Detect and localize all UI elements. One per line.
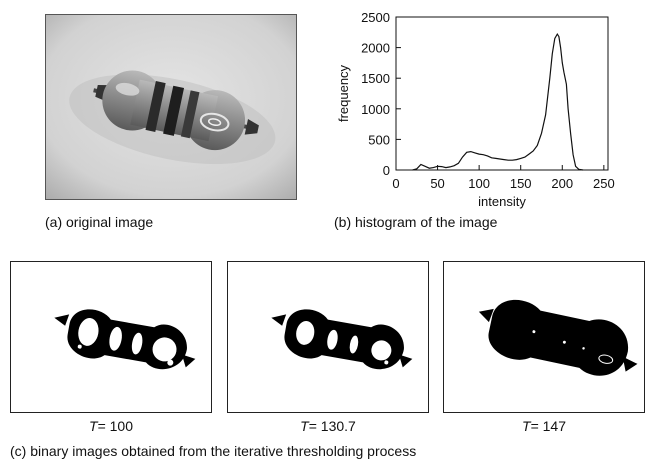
y-axis-label: frequency (336, 64, 351, 122)
x-tick-label: 150 (510, 176, 532, 191)
x-tick-label: 100 (468, 176, 490, 191)
binary-image-t130 (227, 261, 429, 413)
plot-frame (395, 16, 609, 171)
y-tick-label: 1000 (361, 102, 390, 117)
threshold-value-3: = 147 (530, 418, 566, 434)
caption-a: (a) original image (45, 214, 154, 230)
y-tick-label: 1500 (361, 71, 390, 86)
x-tick-label: 0 (392, 176, 399, 191)
resistor-photo (46, 15, 296, 199)
threshold-var-2: T (300, 418, 309, 434)
threshold-label-2: T= 130.7 (227, 418, 429, 434)
binary-image-t147 (443, 261, 645, 413)
threshold-value-2: = 130.7 (308, 418, 356, 434)
binary-image-t130-shape (271, 309, 413, 370)
histogram-axes (395, 16, 609, 171)
y-tick-label: 2000 (361, 41, 390, 56)
x-axis-label: intensity (478, 194, 526, 209)
original-image (45, 14, 297, 200)
y-tick-label: 0 (383, 163, 390, 178)
y-tick-label: 2500 (361, 10, 390, 25)
binary-image-t147-shape (478, 299, 638, 376)
threshold-value-1: = 100 (97, 418, 133, 434)
x-tick-label: 250 (593, 176, 615, 191)
x-tick-label: 50 (430, 176, 444, 191)
histogram-series-line (412, 32, 584, 171)
binary-image-t100 (10, 261, 212, 413)
binary-image-t100-shape (54, 309, 196, 370)
threshold-var-3: T (522, 418, 531, 434)
threshold-var-1: T (89, 418, 98, 434)
threshold-label-1: T= 100 (10, 418, 212, 434)
y-tick-label: 500 (368, 132, 390, 147)
caption-c: (c) binary images obtained from the iter… (10, 443, 417, 459)
x-tick-label: 200 (551, 176, 573, 191)
caption-b: (b) histogram of the image (334, 214, 498, 230)
threshold-label-3: T= 147 (443, 418, 645, 434)
